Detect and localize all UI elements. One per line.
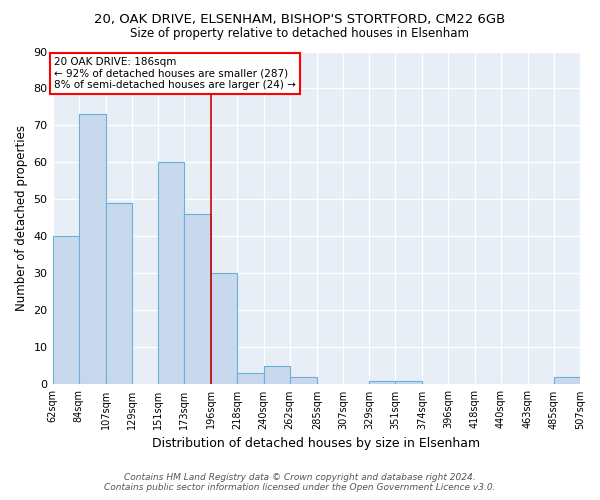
Bar bbox=[53, 236, 79, 384]
Bar bbox=[238, 374, 263, 384]
Text: 20 OAK DRIVE: 186sqm
← 92% of detached houses are smaller (287)
8% of semi-detac: 20 OAK DRIVE: 186sqm ← 92% of detached h… bbox=[54, 57, 296, 90]
Bar bbox=[290, 377, 317, 384]
Y-axis label: Number of detached properties: Number of detached properties bbox=[15, 125, 28, 311]
Bar bbox=[79, 114, 106, 384]
Bar bbox=[106, 203, 132, 384]
Bar bbox=[554, 377, 580, 384]
Bar bbox=[158, 162, 184, 384]
Text: Size of property relative to detached houses in Elsenham: Size of property relative to detached ho… bbox=[131, 28, 470, 40]
Text: Contains HM Land Registry data © Crown copyright and database right 2024.
Contai: Contains HM Land Registry data © Crown c… bbox=[104, 473, 496, 492]
Text: 20, OAK DRIVE, ELSENHAM, BISHOP'S STORTFORD, CM22 6GB: 20, OAK DRIVE, ELSENHAM, BISHOP'S STORTF… bbox=[94, 12, 506, 26]
Bar bbox=[211, 274, 238, 384]
Bar bbox=[369, 380, 395, 384]
Bar bbox=[395, 380, 422, 384]
Bar bbox=[263, 366, 290, 384]
Bar bbox=[184, 214, 211, 384]
X-axis label: Distribution of detached houses by size in Elsenham: Distribution of detached houses by size … bbox=[152, 437, 481, 450]
